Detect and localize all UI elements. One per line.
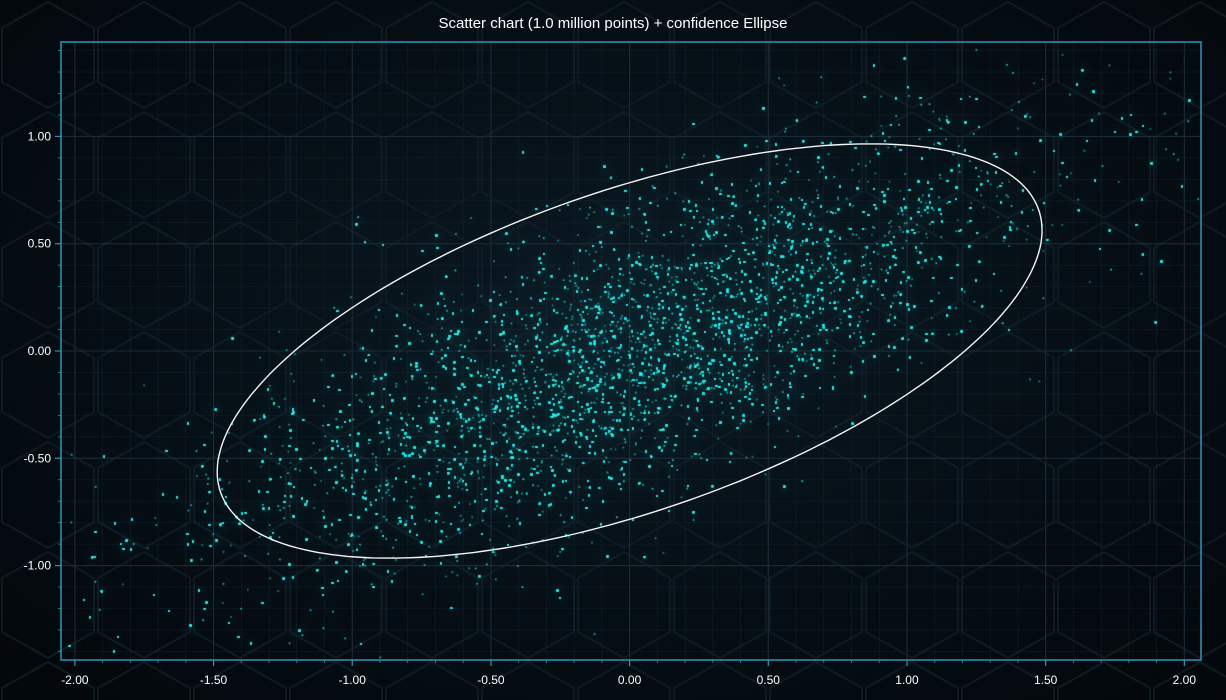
y-axis: 1.00 0.50 0.00 -0.50 -1.00 [24,50,61,652]
x-tick-label: -0.50 [477,673,505,687]
y-tick-label: 0.00 [28,344,52,358]
scatter-points [61,42,1201,660]
y-tick-label: 0.50 [28,237,52,251]
x-tick-label: 0.50 [757,673,781,687]
y-tick-label: -0.50 [24,451,52,465]
x-tick-label: 0.00 [618,673,642,687]
x-tick-label: 1.00 [895,673,919,687]
x-axis: -2.00 -1.50 -1.00 -0.50 0.00 0.50 1.00 1.50 2.00 [61,660,1196,687]
x-tick-label: -2.00 [61,673,89,687]
x-tick-label: 2.00 [1173,673,1197,687]
x-tick-label: -1.00 [339,673,367,687]
x-tick-label: -1.50 [200,673,228,687]
scatter-points-layer [61,42,1201,660]
chart-title: Scatter chart (1.0 million points) + con… [439,15,788,32]
y-tick-label: -1.00 [24,559,52,573]
y-tick-label: 1.00 [28,129,52,143]
x-tick-label: 1.50 [1034,673,1058,687]
confidence-ellipse [216,143,1043,559]
